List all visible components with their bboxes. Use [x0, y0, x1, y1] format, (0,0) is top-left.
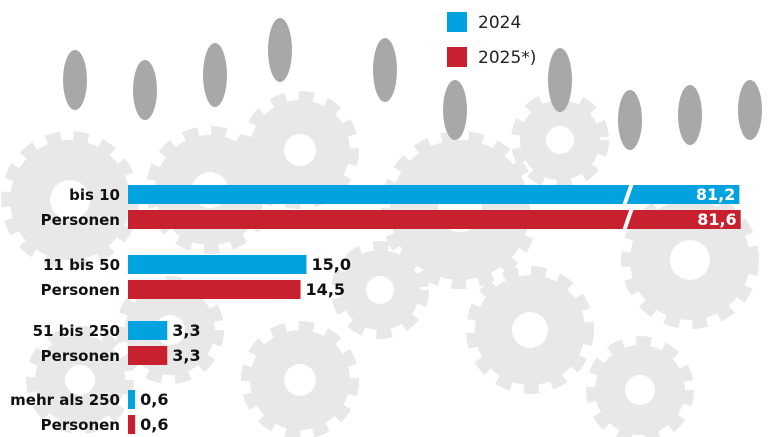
legend-swatch [447, 47, 467, 67]
value-label: 3,3 [172, 346, 200, 365]
value-label: 0,6 [140, 415, 168, 434]
category-label: Personen [41, 211, 120, 229]
value-label: 81,6 [697, 210, 736, 229]
category-label: Personen [41, 416, 120, 434]
bar [128, 210, 741, 229]
bar [128, 280, 301, 299]
bar [128, 390, 135, 409]
chart: 2024 2025*) bis 10 Personen 81,2 81,6 11 bis 5… [0, 0, 771, 437]
category-label: Personen [41, 347, 120, 365]
value-label: 15,0 [312, 255, 351, 274]
bar [128, 321, 167, 340]
value-label: 14,5 [306, 280, 345, 299]
value-label: 0,6 [140, 390, 168, 409]
bar [128, 415, 135, 434]
legend-label: 2024 [478, 13, 521, 33]
value-label: 81,2 [696, 185, 735, 204]
value-label: 3,3 [172, 321, 200, 340]
category-label: mehr als 250 [10, 391, 120, 409]
category-label: 11 bis 50 [43, 256, 120, 274]
bar [128, 346, 167, 365]
category-label: Personen [41, 281, 120, 299]
bar [128, 255, 307, 274]
legend-label: 2025*) [478, 48, 536, 68]
category-label: bis 10 [69, 186, 120, 204]
legend-swatch [447, 12, 467, 32]
bar [128, 185, 739, 204]
category-label: 51 bis 250 [33, 322, 120, 340]
background-gears [10, 100, 750, 435]
runner-figures [63, 18, 762, 150]
